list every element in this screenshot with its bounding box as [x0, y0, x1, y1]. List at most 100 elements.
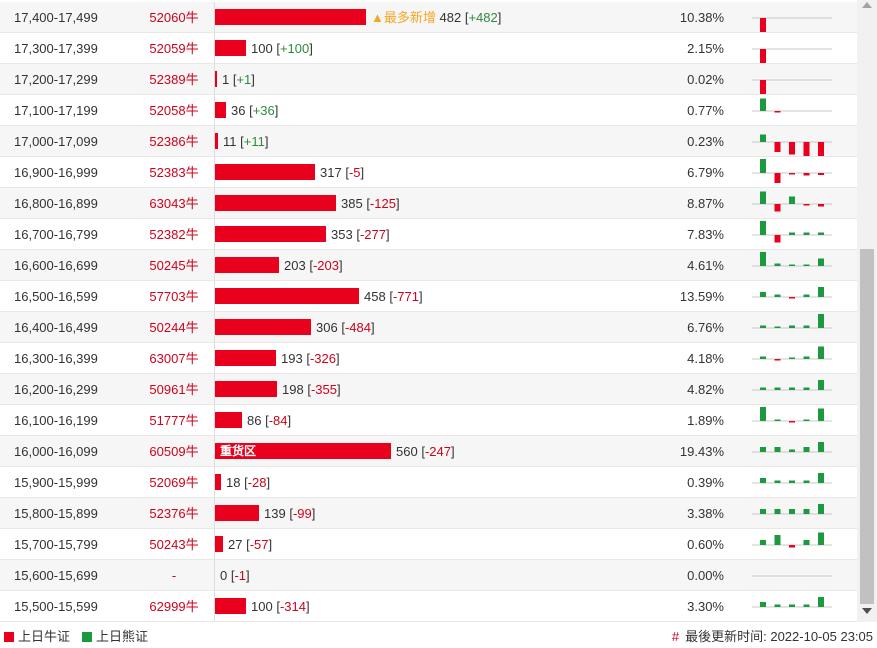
axis-line	[214, 126, 215, 156]
scroll-down-arrow-icon[interactable]	[862, 608, 872, 614]
table-row[interactable]: 16,200-16,299 50961牛 198 [-355] 4.82%	[0, 374, 857, 405]
table-row[interactable]: 16,900-16,999 52383牛 317 [-5] 6.79%	[0, 157, 857, 188]
amount-value: 100	[251, 599, 273, 614]
history-sparkline	[752, 346, 832, 361]
history-sparkline	[752, 159, 832, 183]
share-percent: 0.23%	[687, 134, 724, 149]
table-row[interactable]: 15,800-15,899 52376牛 139 [-99] 3.38%	[0, 498, 857, 529]
amount-change: -277	[359, 227, 386, 242]
amount-change: -1	[234, 568, 247, 583]
warrant-code[interactable]: 62999牛	[135, 591, 213, 621]
warrant-code[interactable]: 52382牛	[135, 219, 213, 249]
sparkline-bar	[760, 602, 766, 607]
warrant-code[interactable]: 52069牛	[135, 467, 213, 497]
warrant-code[interactable]: 50961牛	[135, 374, 213, 404]
table-row[interactable]: 15,900-15,999 52069牛 18 [-28] 0.39%	[0, 467, 857, 498]
warrant-code[interactable]: 52386牛	[135, 126, 213, 156]
table-row[interactable]: 16,500-16,599 57703牛 458 [-771] 13.59%	[0, 281, 857, 312]
legend-bear: 上日熊证	[82, 625, 148, 648]
table-row[interactable]: 15,700-15,799 50243牛 27 [-57] 0.60%	[0, 529, 857, 560]
table-row[interactable]: 17,300-17,399 52059牛 100 [+100] 2.15%	[0, 33, 857, 64]
axis-line	[214, 219, 215, 249]
axis-line	[214, 591, 215, 621]
warrant-code[interactable]: 57703牛	[135, 281, 213, 311]
share-percent: 4.18%	[687, 351, 724, 366]
table-row[interactable]: 17,400-17,499 52060牛 ▲最多新增 482 [+482] 10.38…	[0, 2, 857, 33]
table-row[interactable]: 16,700-16,799 52382牛 353 [-277] 7.83%	[0, 219, 857, 250]
warrant-code[interactable]: 52376牛	[135, 498, 213, 528]
scroll-thumb[interactable]	[860, 249, 874, 604]
table-row[interactable]: 17,200-17,299 52389牛 1 [+1] 0.02%	[0, 64, 857, 95]
sparkline-bar	[774, 294, 781, 297]
warrant-code[interactable]: 52389牛	[135, 64, 213, 94]
amount-bar	[215, 71, 217, 87]
amount-value: 100	[251, 41, 273, 56]
scroll-up-arrow-icon[interactable]	[862, 2, 872, 8]
warrant-code[interactable]: 52058牛	[135, 95, 213, 125]
amount-change: +11	[243, 134, 265, 149]
warrant-code[interactable]: 51777牛	[135, 405, 213, 435]
sparkline-bar	[803, 604, 810, 607]
table-row[interactable]: 17,100-17,199 52058牛 36 [+36] 0.77%	[0, 95, 857, 126]
sparkline-bar	[760, 407, 766, 421]
table-row[interactable]: 16,400-16,499 50244牛 306 [-484] 6.76%	[0, 312, 857, 343]
sparkline-bar	[818, 142, 824, 156]
strike-range: 16,300-16,399	[14, 351, 98, 366]
amount-change: -355	[310, 382, 337, 397]
history-sparkline	[752, 575, 832, 577]
amount-value: 482	[439, 10, 462, 25]
strike-range: 15,500-15,599	[14, 599, 98, 614]
sparkline-bar	[774, 419, 781, 421]
warrant-code[interactable]: 60509牛	[135, 436, 213, 466]
sparkline-bar	[760, 159, 766, 173]
history-sparkline	[752, 48, 832, 63]
share-percent: 1.89%	[687, 413, 724, 428]
warrant-code[interactable]: 52383牛	[135, 157, 213, 187]
sparkline-bar	[774, 359, 781, 361]
axis-line	[214, 95, 215, 125]
history-sparkline	[752, 504, 832, 515]
sparkline-bar	[774, 535, 781, 545]
warrant-code[interactable]: 50245牛	[135, 250, 213, 280]
amount-text: 27 [-57]	[228, 537, 273, 552]
strike-range: 16,400-16,499	[14, 320, 98, 335]
warrant-code[interactable]: 52060牛	[135, 2, 213, 32]
sparkline-bar	[760, 80, 766, 94]
warrant-code[interactable]: 63007牛	[135, 343, 213, 373]
strike-range: 15,600-15,699	[14, 568, 98, 583]
table-row[interactable]: 16,600-16,699 50245牛 203 [-203] 4.61%	[0, 250, 857, 281]
share-percent: 0.77%	[687, 103, 724, 118]
history-sparkline	[752, 314, 832, 329]
amount-bar	[215, 40, 246, 56]
sparkline-bar	[803, 204, 810, 206]
amount-change: -771	[392, 289, 419, 304]
amount-value: 560	[396, 444, 418, 459]
sparkline-bar	[774, 235, 781, 243]
amount-text: 1 [+1]	[222, 72, 255, 87]
warrant-code[interactable]: 52059牛	[135, 33, 213, 63]
table-row[interactable]: 16,100-16,199 51777牛 86 [-84] 1.89%	[0, 405, 857, 436]
warrant-code[interactable]: 50243牛	[135, 529, 213, 559]
amount-value: 458	[364, 289, 386, 304]
warrant-code[interactable]: 50244牛	[135, 312, 213, 342]
table-row[interactable]: 16,300-16,399 63007牛 193 [-326] 4.18%	[0, 343, 857, 374]
table-row[interactable]: 16,000-16,099 60509牛 重货区 560 [-247] 19.43%	[0, 436, 857, 467]
amount-change: +1	[236, 72, 252, 87]
warrant-code[interactable]: 63043牛	[135, 188, 213, 218]
share-percent: 8.87%	[687, 196, 724, 211]
axis-line	[214, 405, 215, 435]
share-percent: 3.30%	[687, 599, 724, 614]
share-percent: 0.39%	[687, 475, 724, 490]
amount-value: 0	[220, 568, 228, 583]
table-row[interactable]: 15,600-15,699 -0 [-1] 0.00%	[0, 560, 857, 591]
sparkline-bar	[760, 98, 766, 111]
sparkline-bar	[803, 419, 810, 421]
scrollbar[interactable]	[857, 0, 877, 622]
axis-line	[214, 33, 215, 63]
table-row[interactable]: 15,500-15,599 62999牛 100 [-314] 3.30%	[0, 591, 857, 622]
axis-line	[214, 436, 215, 466]
amount-bar	[215, 102, 226, 118]
amount-bar	[215, 350, 276, 366]
table-row[interactable]: 16,800-16,899 63043牛 385 [-125] 8.87%	[0, 188, 857, 219]
table-row[interactable]: 17,000-17,099 52386牛 11 [+11] 0.23%	[0, 126, 857, 157]
